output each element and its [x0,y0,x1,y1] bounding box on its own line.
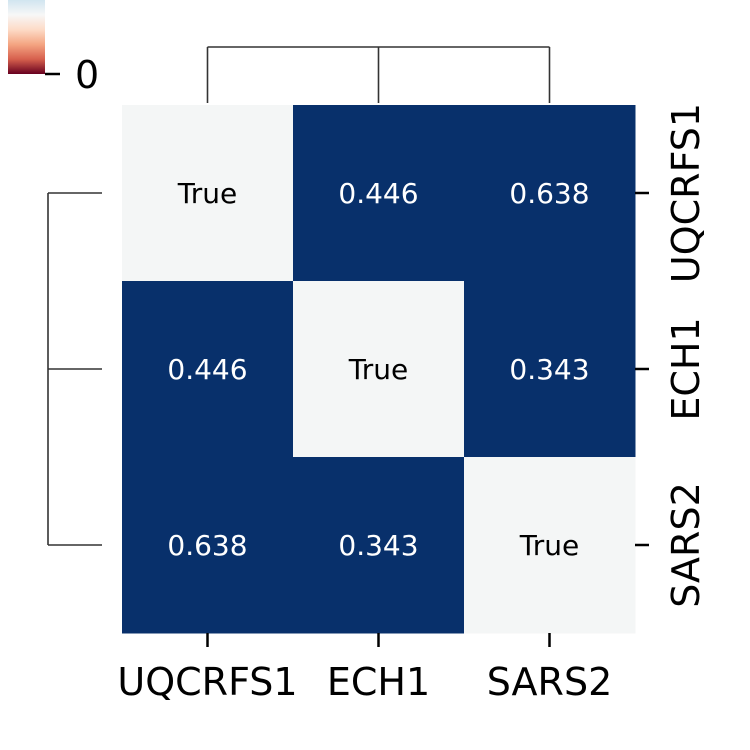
heatmap-cell [293,105,465,282]
heatmap-cell [122,281,294,458]
heatmap-cell [293,281,465,458]
heatmap-cell [122,105,294,282]
colorbar-tick-label: 0 [75,53,99,97]
row-tick-label: SARS2 [664,482,708,608]
cell-value-label: True [519,529,579,562]
cell-value-label: True [348,353,408,386]
column-dendrogram [206,46,551,103]
cell-value-label: 0.343 [338,529,418,562]
cell-value-label: 0.638 [509,177,589,210]
row-dendrogram [47,192,102,546]
cell-value-label: 0.446 [167,353,247,386]
column-tick-label: UQCRFS1 [117,660,297,704]
colorbar: 0 [8,0,99,97]
column-axis: UQCRFS1 ECH1 SARS2 [117,633,612,704]
heatmap-cell [122,457,294,634]
heatmap-cell [293,457,465,634]
colorbar-gradient [8,0,45,74]
cell-value-label: 0.638 [167,529,247,562]
heatmap-cell [464,105,636,282]
column-tick-label: SARS2 [487,660,613,704]
row-tick-label: ECH1 [664,317,708,420]
heatmap-cell [464,457,636,634]
heatmap: True 0.446 0.638 0.446 True 0.343 0.638 0.343 Tr… [122,105,636,634]
cell-value-label: 0.446 [338,177,418,210]
heatmap-cell [464,281,636,458]
column-tick-label: ECH1 [327,660,430,704]
row-axis: UQCRFS1 ECH1 SARS2 [635,103,708,608]
cell-value-label: True [177,177,237,210]
cell-value-label: 0.343 [509,353,589,386]
row-tick-label: UQCRFS1 [664,103,708,283]
